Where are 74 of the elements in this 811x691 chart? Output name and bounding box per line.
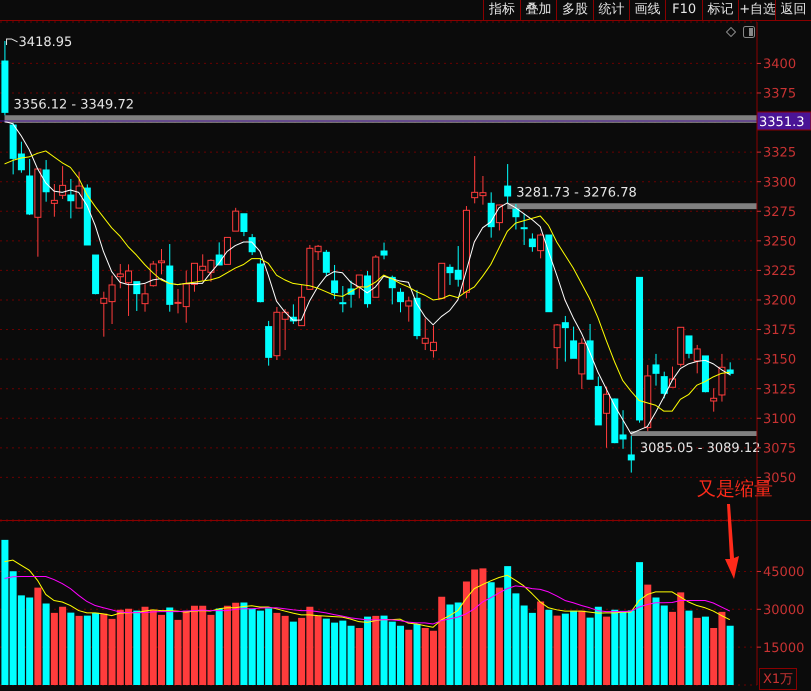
bar — [554, 616, 561, 685]
annotation: 3418.95 — [18, 34, 72, 50]
text: 多股 — [556, 0, 593, 20]
text: 统计 — [592, 0, 630, 20]
bar — [488, 582, 495, 685]
candlestick — [628, 435, 635, 474]
band-label: 3356.12 - 3349.72 — [14, 97, 134, 112]
bar — [694, 618, 701, 685]
bar — [413, 624, 420, 685]
y-tick-label: 3300 — [763, 175, 796, 190]
bar — [356, 628, 363, 685]
y-tick-label: 3075 — [763, 441, 796, 456]
text: 返回 — [774, 0, 811, 20]
candlestick — [42, 160, 50, 202]
candlestick — [380, 242, 388, 260]
bar — [67, 612, 74, 685]
candlestick — [520, 212, 528, 246]
candlestick — [339, 286, 346, 313]
text: F10 — [665, 0, 702, 20]
y-tick-label: 3150 — [763, 352, 796, 368]
y-tick-label: 3200 — [763, 294, 796, 309]
bar — [726, 626, 734, 685]
candlestick — [710, 388, 718, 412]
y-tick-label: 3400 — [763, 57, 796, 72]
bar — [216, 608, 223, 685]
line-series — [4, 576, 730, 624]
ref-line-label: 3351.3 — [759, 115, 804, 130]
bar — [496, 588, 503, 685]
bar — [372, 616, 380, 685]
y-tick-label: 15000 — [763, 640, 804, 656]
y-tick-label: 3325 — [763, 146, 796, 161]
text: 标记 — [702, 0, 738, 20]
y-tick-label: 45000 — [763, 565, 804, 580]
text: 画线 — [629, 0, 666, 20]
candlestick — [462, 206, 470, 299]
text: 叠加 — [520, 0, 556, 20]
y-tick-label: 3225 — [763, 264, 796, 280]
bar — [578, 610, 586, 685]
y-tick-label: 3375 — [763, 86, 796, 102]
candlestick — [67, 178, 74, 219]
bar — [290, 622, 297, 685]
text: +自选 — [738, 0, 776, 20]
candlestick — [405, 296, 412, 322]
band-label: 3281.73 - 3276.78 — [516, 185, 637, 200]
bar — [545, 610, 552, 685]
candlestick — [718, 353, 726, 402]
bar — [685, 610, 692, 685]
y-axis-title: X1万 — [759, 668, 798, 690]
candlestick — [488, 192, 495, 238]
bar — [644, 584, 652, 685]
bar — [166, 608, 174, 685]
bar — [133, 610, 140, 685]
bar — [364, 616, 372, 685]
y-tick-label: 3250 — [763, 234, 796, 250]
y-tick-label: 3275 — [763, 204, 796, 220]
bar — [405, 630, 412, 685]
bar — [76, 616, 83, 685]
bar — [42, 604, 50, 685]
candlestick — [158, 248, 166, 275]
bar — [537, 601, 544, 685]
candlestick — [142, 284, 149, 312]
bar — [34, 588, 42, 685]
y-tick-label: 3175 — [763, 323, 796, 338]
text: 指标 — [483, 0, 520, 20]
line-series — [4, 560, 730, 628]
candlestick — [166, 244, 174, 312]
candlestick — [578, 338, 586, 390]
y-tick-label: 30000 — [763, 602, 804, 618]
candlestick — [50, 184, 58, 218]
y-tick-label: 3125 — [763, 382, 796, 398]
y-tick-label: 3100 — [763, 412, 796, 427]
bar — [603, 616, 610, 685]
bar — [702, 616, 709, 685]
candlestick — [652, 353, 660, 386]
